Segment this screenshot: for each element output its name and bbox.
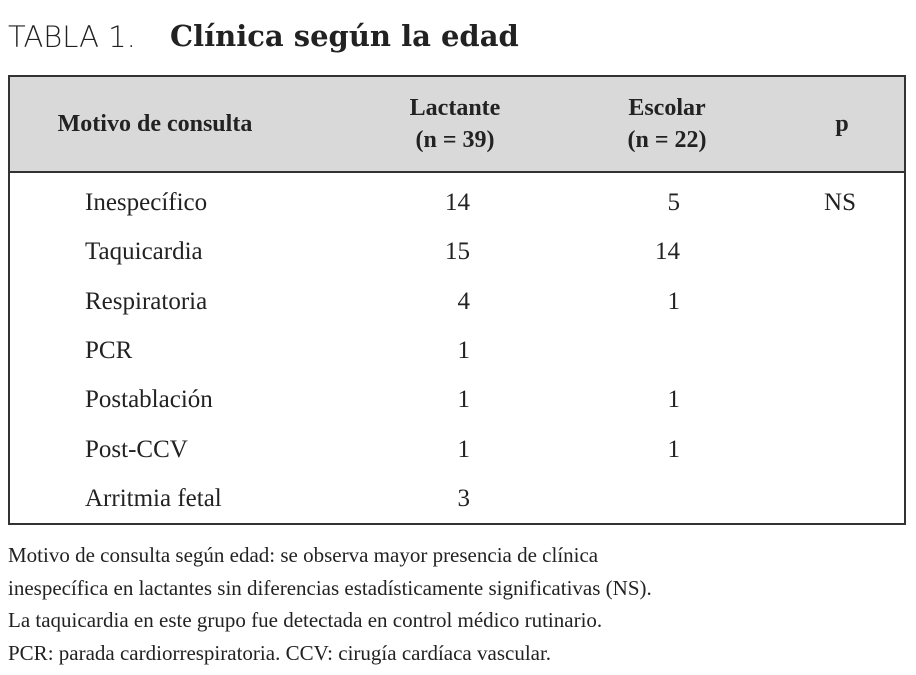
row-label: Post-CCV — [85, 435, 188, 463]
row-label: Arritmia fetal — [85, 484, 222, 512]
caption-line: PCR: parada cardiorrespiratoria. CCV: ci… — [8, 641, 552, 666]
table-cell: NS — [824, 189, 856, 216]
table-cell: 15 — [445, 238, 470, 266]
table-cell: 1 — [457, 435, 471, 463]
table-cell: 1 — [457, 336, 471, 364]
table-cell: 1 — [667, 386, 681, 414]
table-cell: 14 — [445, 189, 470, 216]
table-cell: 1 — [667, 287, 681, 315]
header-cell: (n = 22) — [627, 127, 707, 153]
table-cell: 1 — [667, 435, 681, 463]
caption-line: inespecífica en lactantes sin diferencia… — [8, 575, 652, 600]
row-label: Respiratoria — [85, 287, 208, 315]
row-label: PCR — [85, 336, 133, 364]
caption-line: La taquicardia en este grupo fue detecta… — [8, 608, 603, 633]
table-title: Clínica según la edad — [170, 19, 519, 53]
row-label: Taquicardia — [85, 238, 203, 266]
table-cell: 3 — [457, 484, 471, 512]
row-label: Postablación — [85, 386, 213, 414]
table-cell: 1 — [457, 386, 471, 414]
table-cell: 14 — [655, 238, 680, 266]
table-cell: 5 — [667, 189, 681, 216]
table-cell: 4 — [457, 287, 471, 315]
table-header — [10, 77, 904, 173]
table-number: TABLA 1. — [8, 20, 136, 54]
table: Motivo de consulta Lactante (n = 39) Escola… — [8, 75, 906, 525]
header-cell: (n = 39) — [415, 127, 495, 153]
header-cell: Lactante — [409, 95, 501, 121]
header-cell: p — [835, 111, 849, 137]
row-label: Inespecífico — [85, 189, 208, 216]
header-cell: Escolar — [628, 95, 706, 121]
caption-line: Motivo de consulta según edad: se observ… — [8, 543, 599, 567]
header-cell: Motivo de consulta — [57, 111, 253, 137]
